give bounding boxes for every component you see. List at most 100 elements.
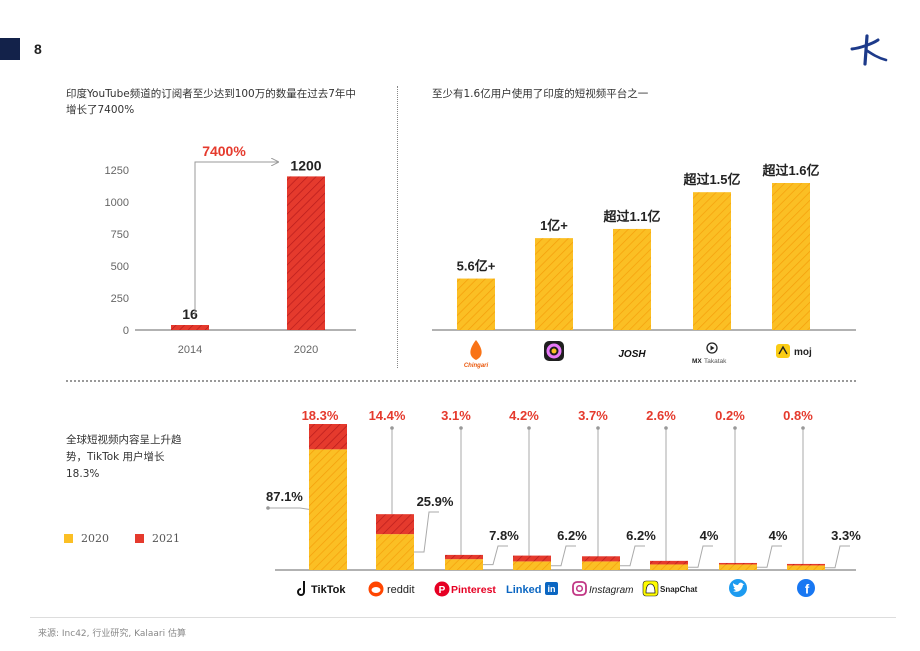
chart2-caption: 至少有1.6亿用户使用了印度的短视频平台之一 xyxy=(432,88,649,100)
horizontal-divider xyxy=(66,380,856,382)
c1-ytick-label: 1000 xyxy=(105,197,129,209)
c2-data-label-Josh: 超过1.1亿 xyxy=(603,209,660,224)
c3-label-2021-reddit: 14.4% xyxy=(369,408,406,423)
c3-bar-2021-Twitter xyxy=(719,562,757,565)
footer-divider xyxy=(30,617,896,618)
c3-leader-2020-SnapChat xyxy=(688,545,713,568)
c3-label-2020-Facebook: 3.3% xyxy=(831,528,861,543)
c3-leader-dot-Twitter xyxy=(733,426,737,430)
roposo-ring-icon xyxy=(546,343,562,359)
c1-bar-2020 xyxy=(287,176,325,330)
mx-play-icon xyxy=(706,342,718,354)
c1-ytick-label: 500 xyxy=(111,261,129,273)
c3-bar-2020-Pinterest xyxy=(445,559,483,570)
pinterest-logo-text: Pinterest xyxy=(451,584,496,596)
tiktok-logo-text: TikTok xyxy=(311,584,346,596)
c3-label-2020-Pinterest: 7.8% xyxy=(489,528,519,543)
legend-swatch-2021 xyxy=(135,534,144,543)
c3-label-2021-Pinterest: 3.1% xyxy=(441,408,471,423)
instagram-logo: Instagram xyxy=(572,581,633,596)
c3-label-2021-Facebook: 0.8% xyxy=(783,408,813,423)
c3-label-2020-LinkedIn: 6.2% xyxy=(557,528,587,543)
c1-ytick-label: 750 xyxy=(111,229,129,241)
c3-leader-2020-TikTok xyxy=(268,507,310,510)
roposo-logo xyxy=(544,341,564,361)
legend-item-2020: 2020 xyxy=(64,532,109,545)
chart-short-video-platforms-india: 5.6亿+ 1亿+ 超过1.1亿 超过1.5亿 超过1.6亿 Chingari JOSH… xyxy=(432,163,856,369)
c2-data-label-Chingari: 5.6亿+ xyxy=(457,259,496,274)
c3-label-2020-reddit: 25.9% xyxy=(417,494,454,509)
c1-xtick-label-2020: 2020 xyxy=(294,344,318,356)
svg-text:P: P xyxy=(439,585,446,596)
c3-label-2021-Instagram: 3.7% xyxy=(578,408,608,423)
c2-bar-Moj xyxy=(772,183,810,330)
c3-bar-2020-SnapChat xyxy=(650,564,688,570)
c1-growth-arrow xyxy=(194,162,278,316)
chart-global-short-video-growth: 18.3% 87.1% 14.4% 25.9% 3.1% 7.8% 4.2% 6.2% 3.7%… xyxy=(266,408,861,597)
josh-logo-text: JOSH xyxy=(618,349,646,360)
chart1-caption: 印度YouTube频道的订阅者至少达到100万的数量在过去7年中增长了7400% xyxy=(66,88,356,116)
c3-leader-dot-Instagram xyxy=(596,426,600,430)
c1-data-label-2014: 16 xyxy=(182,306,198,322)
page-number: 8 xyxy=(34,41,42,57)
c3-leader-dot-Facebook xyxy=(801,426,805,430)
c3-bar-2021-LinkedIn xyxy=(513,555,551,562)
moj-logo: moj xyxy=(776,344,812,358)
c3-label-2020-Instagram: 6.2% xyxy=(626,528,656,543)
facebook-f-icon xyxy=(797,579,815,597)
c2-data-label-MX-Takatak: 超过1.5亿 xyxy=(683,172,740,187)
c3-label-2021-LinkedIn: 4.2% xyxy=(509,408,539,423)
c3-leader-2020-Facebook xyxy=(825,545,850,569)
linkedin-in-text: in xyxy=(548,584,556,594)
c2-bar-Chingari xyxy=(457,278,495,330)
chingari-logo-text: Chingari xyxy=(464,363,489,369)
pinterest-p-icon xyxy=(434,581,450,597)
mx-play-triangle-icon xyxy=(710,345,715,351)
instagram-logo-text: Instagram xyxy=(589,585,633,596)
c3-label-2021-SnapChat: 2.6% xyxy=(646,408,676,423)
pinterest-logo: P Pinterest xyxy=(434,581,496,597)
c1-xtick-label-2014: 2014 xyxy=(178,344,202,356)
c1-annotation: 7400% xyxy=(202,143,246,159)
c3-leader-dot-2020-TikTok xyxy=(266,506,270,510)
brand-logo-icon xyxy=(850,34,888,66)
c2-bar-Roposo xyxy=(535,238,573,330)
tiktok-note-icon xyxy=(297,581,305,596)
twitter-logo xyxy=(729,579,747,597)
snapchat-logo-text: SnapChat xyxy=(660,585,698,594)
c3-leader-2020-reddit xyxy=(414,511,439,553)
c3-leader-2020-Pinterest xyxy=(483,545,508,566)
chart3-caption: 全球短视频内容呈上升趋势，TikTok 用户增长18.3% xyxy=(66,434,182,480)
legend-label-2021: 2021 xyxy=(152,532,180,545)
linkedin-logo: Linked in xyxy=(506,582,558,596)
linkedin-in-icon xyxy=(545,582,558,595)
c3-leader-2020-Twitter xyxy=(757,545,782,568)
c3-bar-2020-Instagram xyxy=(582,561,620,570)
c3-leader-dot-reddit xyxy=(390,426,394,430)
c1-ytick-label: 1250 xyxy=(105,165,129,177)
c2-data-label-Moj: 超过1.6亿 xyxy=(762,163,819,178)
c3-label-2021-Twitter: 0.2% xyxy=(715,408,745,423)
c1-ytick-label: 0 xyxy=(123,325,129,337)
c3-leader-dot-LinkedIn xyxy=(527,426,531,430)
josh-logo: JOSH xyxy=(618,349,646,360)
c3-bar-2021-reddit xyxy=(376,514,414,535)
reddit-logo-text: reddit xyxy=(387,584,415,596)
c3-bar-2020-LinkedIn xyxy=(513,561,551,570)
page-marker-bar xyxy=(0,38,20,60)
svg-text:f: f xyxy=(805,582,810,597)
c3-leader-dot-SnapChat xyxy=(664,426,668,430)
c3-label-2020-SnapChat: 4% xyxy=(700,528,719,543)
moj-logo-text: moj xyxy=(794,347,812,358)
c3-bar-2021-Instagram xyxy=(582,556,620,562)
tiktok-logo: TikTok xyxy=(297,581,346,596)
c3-bar-2021-Pinterest xyxy=(445,554,483,560)
c3-bar-2021-SnapChat xyxy=(650,560,688,565)
c3-leader-2020-LinkedIn xyxy=(551,545,576,567)
c2-bar-Josh xyxy=(613,228,651,330)
instagram-camera-icon xyxy=(572,581,587,596)
c3-bar-2021-Facebook xyxy=(787,563,825,566)
chingari-flame-icon xyxy=(470,340,482,360)
roposo-dot-icon xyxy=(551,348,557,354)
reddit-logo: reddit xyxy=(368,581,415,597)
